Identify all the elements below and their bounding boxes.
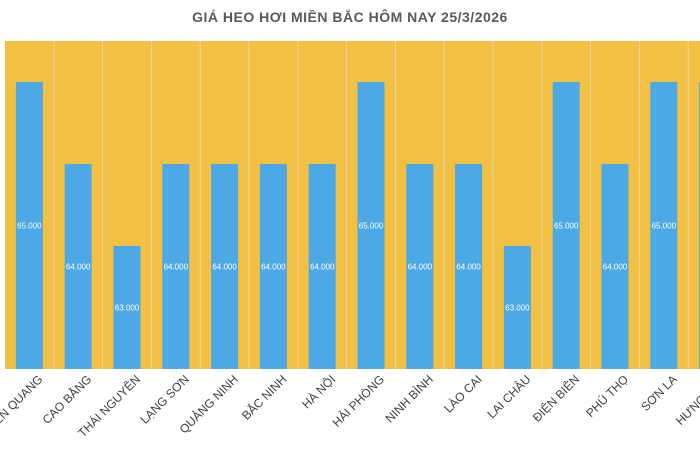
bar [113, 246, 141, 369]
x-tick-label: SƠN LA [638, 372, 680, 414]
data-label: 64.000 [310, 263, 335, 272]
x-tick-label: BẮC NINH [238, 372, 289, 423]
x-tick-label: NINH BÌNH [382, 372, 436, 426]
x-tick-label: LAI CHÂU [484, 372, 534, 422]
data-label: 64.000 [66, 263, 91, 272]
x-tick-label: ĐIỆN BIÊN [529, 372, 582, 425]
bar [211, 164, 239, 369]
chart-title: GIÁ HEO HƠI MIỀN BẮC HÔM NAY 25/3/2026 [192, 9, 508, 25]
data-label: 64.000 [261, 263, 286, 272]
data-label: 64.000 [164, 263, 189, 272]
plot-area [5, 41, 700, 369]
data-label: 64.000 [212, 263, 237, 272]
x-tick-label: HẢI PHÒNG [329, 372, 387, 430]
x-tick-label: LÀO CAI [441, 372, 485, 416]
data-label: 65.000 [17, 222, 42, 231]
data-label: 65.000 [652, 222, 677, 231]
data-label: 63.000 [115, 304, 140, 313]
bar [64, 164, 92, 369]
data-label: 65.000 [554, 222, 579, 231]
bar [552, 82, 580, 369]
bar [503, 246, 531, 369]
data-label: 64.000 [456, 263, 481, 272]
bar [406, 164, 434, 369]
data-label: 65.000 [359, 222, 384, 231]
bar [259, 164, 287, 369]
x-tick-label: PHÚ THỌ [582, 372, 631, 421]
data-label: 63.000 [505, 304, 530, 313]
bar [308, 164, 336, 369]
x-tick-label: HÀ NỘI [298, 372, 338, 412]
bar [455, 164, 483, 369]
x-tick-label: TUYÊN QUANG [0, 372, 46, 445]
data-label: 64.000 [603, 263, 628, 272]
bar [650, 82, 678, 369]
bar [601, 164, 629, 369]
data-label: 64.000 [408, 263, 433, 272]
bar [357, 82, 385, 369]
bar [15, 82, 43, 369]
bar [162, 164, 190, 369]
